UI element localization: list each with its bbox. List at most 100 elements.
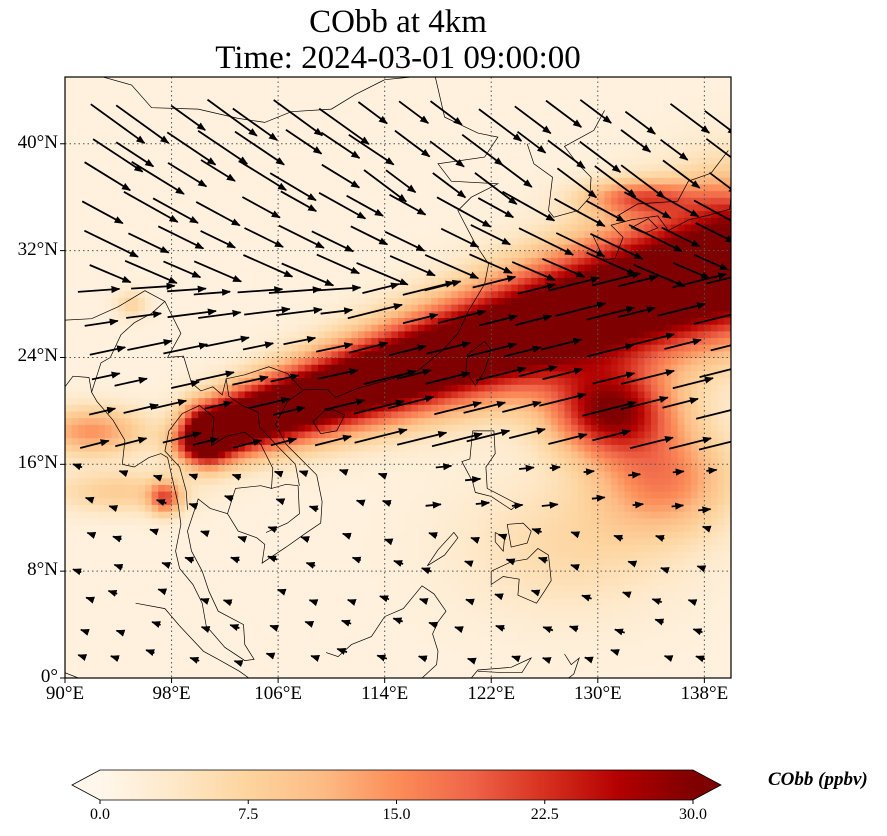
field-cell [204,390,213,399]
field-cell [324,604,332,612]
field-cell [78,243,86,252]
field-cell [111,277,119,285]
field-cell [251,177,259,185]
field-cell [264,310,273,318]
field-cell [158,637,166,646]
field-cell [71,123,79,132]
field-cell [211,464,219,472]
field-cell [251,163,259,172]
field-cell [424,183,432,192]
field-cell [98,544,106,552]
field-cell [264,664,273,672]
field-cell [344,77,352,85]
field-cell [144,250,153,258]
field-cell [238,370,246,379]
field-cell [138,517,146,526]
field-cell [144,103,153,111]
field-cell [351,444,359,452]
field-cell [204,123,213,132]
field-cell [264,517,273,526]
field-cell [191,417,199,425]
field-cell [65,444,73,452]
field-cell [151,477,159,485]
field-cell [178,597,186,606]
field-cell [131,230,139,238]
field-cell [304,103,313,111]
field-cell [78,517,86,526]
field-cell [191,117,199,125]
field-cell [364,317,372,325]
field-cell [298,304,306,312]
field-cell [84,377,93,385]
field-cell [164,183,173,192]
field-cell [91,604,99,612]
field-cell [151,571,159,579]
field-cell [98,77,106,85]
field-cell [224,83,233,91]
field-cell [264,197,273,205]
field-cell [191,337,199,345]
field-cell [291,170,299,178]
field-cell [411,631,419,639]
field-cell [358,250,366,258]
field-cell [124,223,133,232]
field-cell [111,130,119,138]
field-cell [264,631,273,639]
field-cell [278,464,286,472]
field-cell [198,637,206,646]
field-cell [324,310,332,318]
field-cell [151,150,159,158]
field-cell [184,564,193,572]
field-cell [218,243,226,252]
field-cell [284,571,293,579]
field-cell [291,397,299,405]
field-cell [384,90,392,98]
field-cell [324,477,332,485]
field-cell [211,524,219,532]
field-cell [251,203,259,212]
field-cell [244,497,253,505]
field-cell [384,517,392,526]
field-cell [384,263,392,272]
field-cell [84,511,93,519]
field-cell [244,597,253,606]
field-cell [231,97,239,105]
field-cell [84,130,93,138]
field-cell [98,150,106,158]
field-cell [251,651,259,659]
field-cell [211,424,219,432]
field-cell [104,297,113,305]
field-cell [358,511,366,519]
field-cell [104,664,113,672]
field-cell [338,377,346,385]
field-cell [318,90,326,98]
field-cell [384,484,392,492]
field-cell [131,464,139,472]
field-cell [164,584,173,592]
field-cell [238,444,246,452]
field-cell [384,150,392,158]
field-cell [278,357,286,365]
field-cell [298,491,306,499]
field-cell [404,591,412,599]
field-cell [291,637,299,646]
field-cell [338,270,346,278]
field-cell [178,571,186,579]
field-cell [218,497,226,505]
field-cell [171,183,179,192]
field-cell [98,110,106,118]
field-cell [251,664,259,672]
field-cell [144,297,153,305]
field-cell [144,591,153,599]
field-cell [338,157,346,165]
field-cell [311,317,319,325]
field-cell [184,437,193,445]
field-cell [278,317,286,325]
field-cell [264,577,273,586]
field-cell [138,97,146,105]
field-cell [351,344,359,352]
field-cell [351,290,359,298]
field-cell [304,137,313,145]
field-cell [238,163,246,172]
field-cell [391,390,399,399]
